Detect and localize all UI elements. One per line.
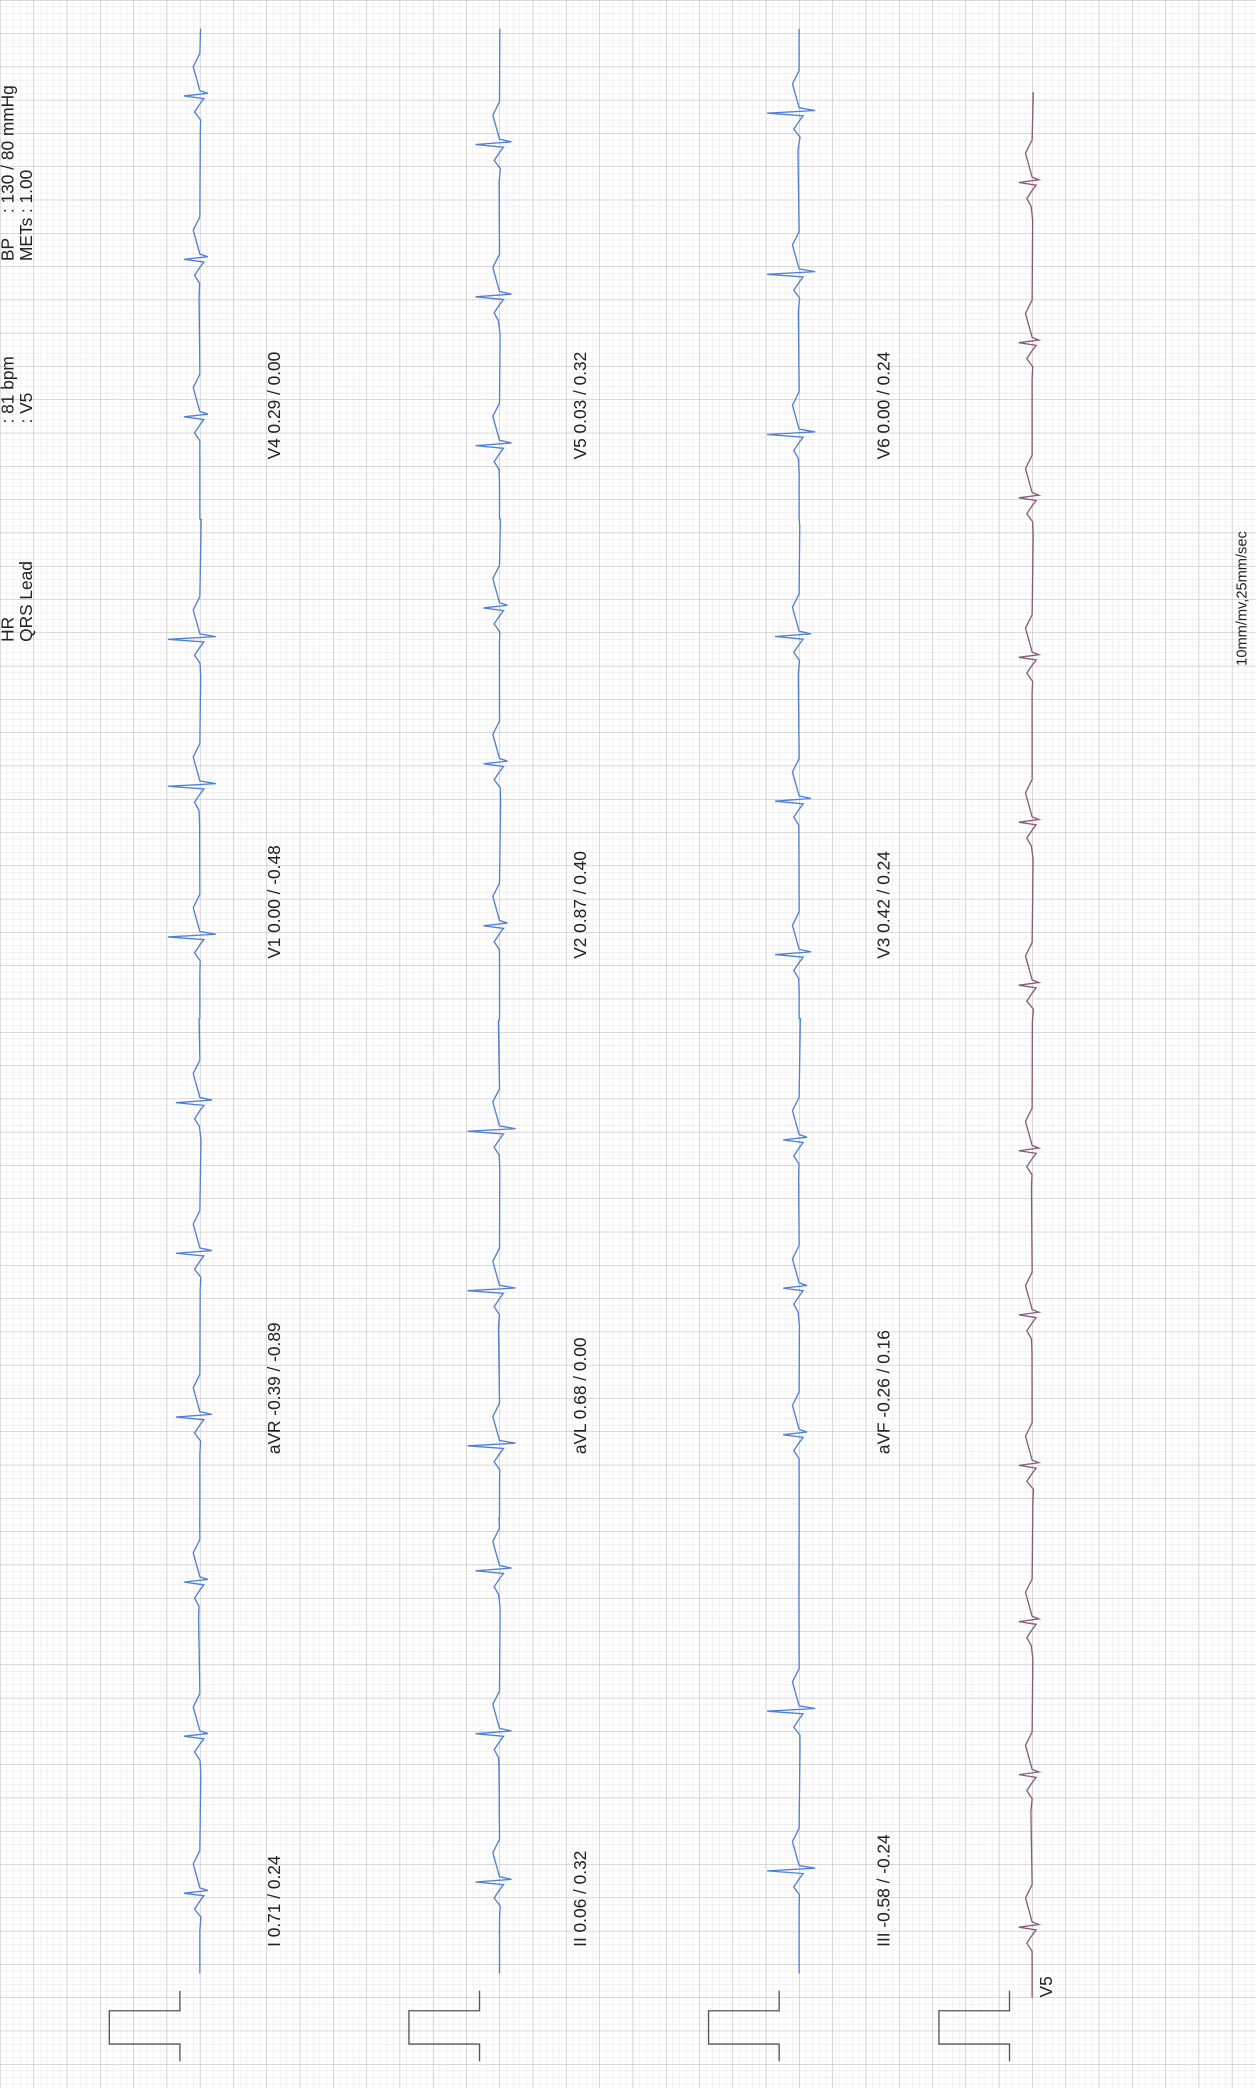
ecg-trace bbox=[475, 1517, 512, 1974]
qrs-value: : V5 bbox=[16, 393, 36, 424]
rhythm-label: V5 bbox=[1036, 1976, 1056, 1997]
lead-label: V6 0.00 / 0.24 bbox=[874, 351, 894, 459]
mets-label: METs bbox=[16, 217, 36, 261]
lead-label: III -0.58 / -0.24 bbox=[874, 1834, 894, 1947]
lead-label: I 0.71 / 0.24 bbox=[264, 1855, 284, 1947]
cal-pulse bbox=[938, 1990, 1011, 2062]
lead-label: II 0.06 / 0.32 bbox=[570, 1851, 590, 1947]
lead-labels: I 0.71 / 0.24 aVR -0.39 / -0.89 V1 0.00 / … bbox=[264, 351, 894, 1947]
traces bbox=[167, 28, 1042, 1998]
ecg-trace bbox=[767, 1518, 816, 1974]
cal-pulse bbox=[108, 1990, 181, 2062]
ecg-trace bbox=[167, 518, 216, 1019]
bp-label: BP bbox=[0, 238, 17, 261]
cal-pulse bbox=[707, 1990, 780, 2062]
ecg-trace bbox=[483, 518, 508, 1019]
lead-label: aVR -0.39 / -0.89 bbox=[264, 1322, 284, 1454]
bp-value: : 130 / 80 mmHg bbox=[0, 85, 17, 213]
qrs-label: QRS Lead bbox=[16, 561, 36, 642]
lead-label: V1 0.00 / -0.48 bbox=[264, 845, 284, 958]
lead-label: V5 0.03 / 0.32 bbox=[570, 352, 590, 460]
ecg-trace bbox=[775, 519, 812, 1019]
ecg-trace bbox=[183, 1517, 209, 1974]
hr-label: HR bbox=[0, 617, 17, 642]
calibration-pulses bbox=[108, 1990, 1011, 2062]
calibration-note: 10mm/mv,25mm/sec bbox=[1235, 531, 1251, 666]
mets-value: : 1.00 bbox=[16, 170, 36, 213]
lead-label: V4 0.29 / 0.00 bbox=[264, 352, 284, 460]
cal-pulse bbox=[408, 1990, 481, 2062]
lead-label: V2 0.87 / 0.40 bbox=[570, 851, 590, 959]
ecg-trace bbox=[783, 1018, 808, 1519]
ecg-trace bbox=[183, 28, 209, 520]
lead-label: aVF -0.26 / 0.16 bbox=[874, 1330, 894, 1454]
lead-label: aVL 0.68 / 0.00 bbox=[570, 1337, 590, 1454]
ecg-trace bbox=[467, 1018, 516, 1519]
ecg-trace bbox=[767, 28, 816, 520]
rhythm-trace bbox=[1018, 92, 1042, 1998]
lead-label: V3 0.42 / 0.24 bbox=[874, 851, 894, 959]
ecg-trace bbox=[475, 28, 512, 520]
hr-value: : 81 bpm bbox=[0, 356, 17, 423]
ecg-trace bbox=[175, 1018, 213, 1519]
header: HR : 81 bpm BP : 130 / 80 mmHg QRS Lead … bbox=[0, 85, 36, 642]
